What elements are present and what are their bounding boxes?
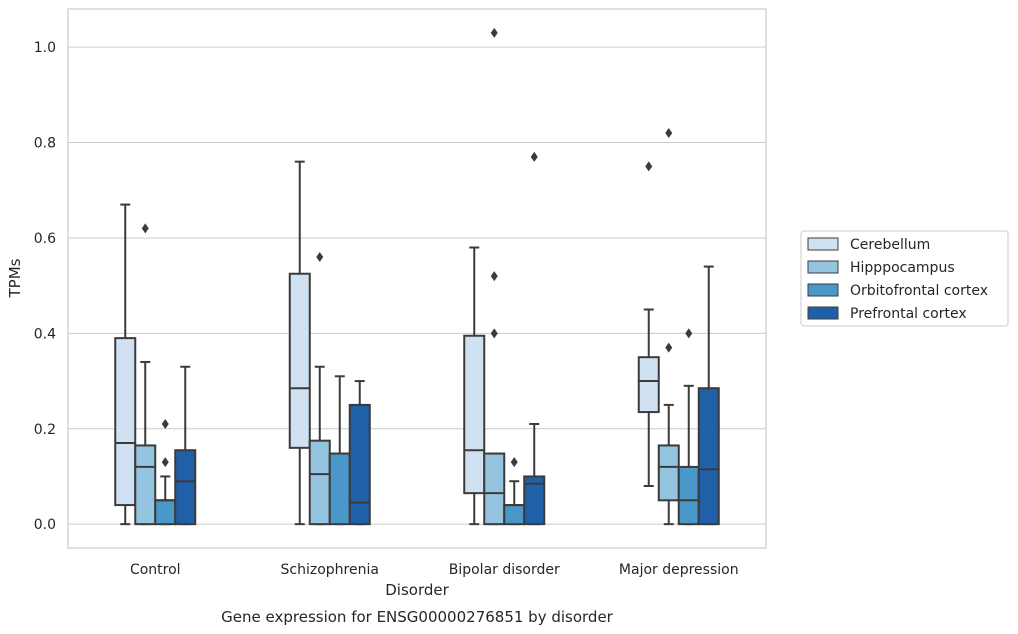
y-tick-label: 0.4 <box>34 326 56 342</box>
box <box>523 475 546 526</box>
box-group <box>637 161 660 487</box>
x-tick-label: Control <box>130 562 181 578</box>
y-axis-title: TPMs <box>6 258 24 298</box>
box <box>348 403 371 526</box>
y-tick-label: 0.2 <box>34 422 56 438</box>
outlier-point <box>161 457 169 468</box>
box <box>483 452 506 526</box>
outlier-point <box>645 161 653 172</box>
box <box>463 334 486 495</box>
box-group <box>677 328 700 526</box>
x-tick-label: Major depression <box>619 562 739 578</box>
box-series <box>114 27 720 526</box>
y-tick-labels: 0.0 0.2 0.4 0.6 0.8 1.0 <box>34 40 56 533</box>
box <box>154 499 177 526</box>
box-group <box>154 418 177 526</box>
box-group <box>523 151 546 526</box>
box-group <box>134 223 157 526</box>
box-group <box>114 203 137 526</box>
outlier-point <box>490 328 498 339</box>
box <box>677 465 700 526</box>
box <box>697 387 720 526</box>
box-group <box>463 246 486 526</box>
legend-label: Orbitofrontal cortex <box>850 283 988 299</box>
box <box>134 444 157 526</box>
box <box>288 272 311 449</box>
y-tick-label: 0.0 <box>34 517 56 533</box>
box <box>503 504 526 526</box>
legend-swatch <box>807 260 839 274</box>
legend-label: Hipppocampus <box>850 260 955 276</box>
y-tick-label: 1.0 <box>34 40 56 56</box>
chart-caption: Gene expression for ENSG00000276851 by d… <box>221 608 614 626</box>
box <box>637 356 660 414</box>
legend-swatch <box>807 283 839 297</box>
legend-label: Prefrontal cortex <box>850 306 967 322</box>
x-tick-labels: Control Schizophrenia Bipolar disorder Majo… <box>130 562 739 578</box>
plot-frame <box>67 8 767 549</box>
outlier-point <box>665 128 673 139</box>
box <box>114 337 137 507</box>
y-tick-label: 0.6 <box>34 231 56 247</box>
outlier-point <box>316 252 324 263</box>
legend: Cerebellum Hipppocampus Orbitofrontal cort… <box>800 230 1009 327</box>
box <box>308 439 331 526</box>
outlier-point <box>161 418 169 429</box>
outlier-point <box>510 457 518 468</box>
box <box>174 449 197 526</box>
legend-frame <box>800 230 1009 327</box>
box <box>328 452 351 526</box>
outlier-point <box>685 328 693 339</box>
outlier-point <box>665 342 673 353</box>
box-group <box>697 265 720 526</box>
x-tick-label: Bipolar disorder <box>449 562 560 578</box>
outlier-point <box>141 223 149 234</box>
legend-label: Cerebellum <box>850 237 930 253</box>
x-axis-title: Disorder <box>385 581 449 599</box>
box-group <box>174 365 197 526</box>
x-tick-label: Schizophrenia <box>281 562 379 578</box>
legend-swatch <box>807 306 839 320</box>
box-group <box>288 160 311 526</box>
outlier-point <box>530 151 538 162</box>
box <box>657 444 680 502</box>
outlier-point <box>490 271 498 282</box>
legend-swatch <box>807 237 839 251</box>
box-group <box>657 128 680 526</box>
box-group <box>483 27 506 526</box>
outlier-point <box>490 27 498 38</box>
y-tick-label: 0.8 <box>34 136 56 152</box>
box-group <box>348 380 371 526</box>
